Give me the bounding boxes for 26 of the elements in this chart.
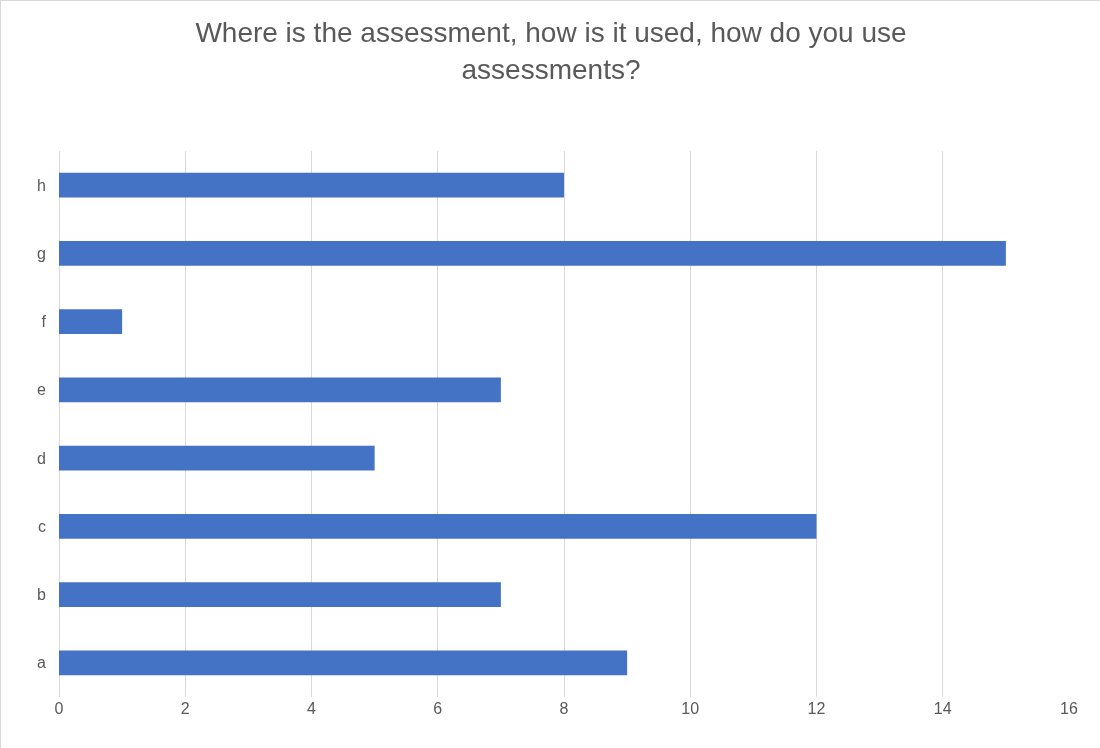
x-tick-label: 8	[559, 700, 569, 717]
x-tick-label: 14	[933, 700, 952, 717]
y-tick-label: d	[37, 449, 46, 467]
bar	[59, 445, 375, 471]
y-tick-label: b	[37, 586, 47, 604]
x-tick-label: 12	[807, 700, 826, 717]
y-tick-label: e	[37, 381, 47, 399]
y-tick-label: f	[41, 313, 47, 331]
bar	[59, 582, 501, 607]
y-tick-label: c	[38, 517, 46, 535]
y-tick-label: a	[37, 654, 47, 672]
bar	[59, 172, 564, 198]
x-tick-label: 0	[54, 700, 64, 717]
x-tick-label: 10	[681, 700, 700, 717]
bar	[59, 514, 817, 539]
bar	[59, 241, 1006, 266]
bar	[59, 377, 501, 403]
chart-title: Where is the assessment, how is it used, how do you use assessments?	[195, 17, 907, 85]
y-tick-label: h	[37, 176, 46, 194]
x-tick-label: 6	[433, 700, 443, 717]
bar	[59, 650, 628, 676]
x-tick-label: 2	[180, 700, 190, 717]
bar	[59, 309, 123, 334]
x-tick-label: 16	[1060, 700, 1078, 717]
x-tick-label: 4	[307, 700, 317, 717]
y-tick-label: g	[37, 244, 46, 262]
